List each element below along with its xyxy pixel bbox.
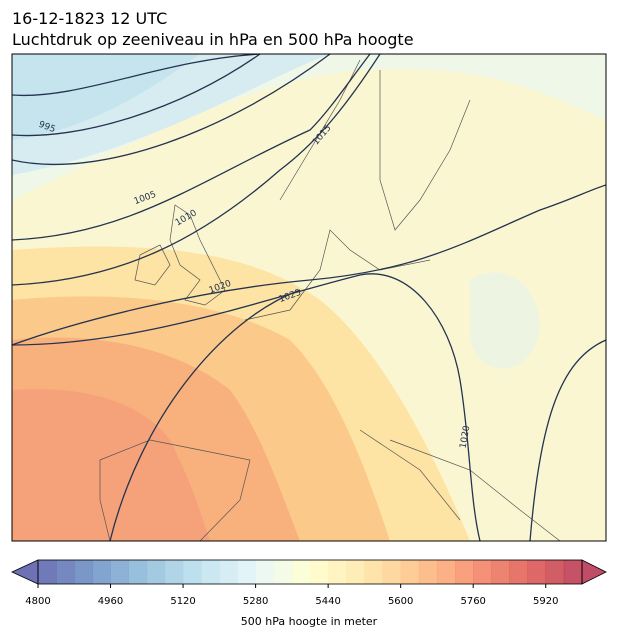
colorbar-band: [219, 560, 238, 584]
coastline: [134, 244, 171, 286]
isobar: [529, 339, 606, 541]
colorbar-band: [56, 560, 75, 584]
coastline: [99, 439, 251, 541]
colorbar-band: [164, 560, 184, 584]
colorbar-band: [183, 560, 202, 584]
colorbar-band: [328, 560, 347, 584]
colorbar-tick-label: 5280: [243, 596, 268, 607]
colorbar-band: [92, 560, 111, 584]
isobar: [12, 54, 261, 137]
height-band: [470, 272, 540, 369]
isobar: [12, 273, 481, 541]
isobar: [12, 54, 381, 286]
colorbar-extend-high: [581, 559, 607, 585]
colorbar-band: [527, 560, 547, 584]
colorbar-band: [382, 560, 401, 584]
isobar: [12, 54, 331, 166]
colorbar-band: [237, 560, 256, 584]
isobar: [109, 289, 301, 541]
colorbar-band: [563, 560, 583, 584]
colorbar-band: [273, 560, 293, 584]
colorbar-band: [291, 560, 311, 584]
colorbar-band: [364, 560, 383, 584]
colorbar-band: [110, 560, 129, 584]
isobar: [12, 54, 371, 241]
map-frame: [11, 53, 607, 542]
title: 16-12-1823 12 UTC: [12, 9, 167, 28]
isobar: [12, 184, 606, 346]
colorbar-band: [473, 560, 492, 584]
colorbar-band: [255, 560, 275, 584]
colorbar-band: [545, 560, 565, 584]
colorbar-band: [310, 560, 329, 584]
colorbar: 4800 4960 5120 5280 5440 5600 5760 5920: [11, 559, 607, 607]
map: [12, 54, 606, 541]
height-band: [12, 389, 210, 541]
subtitle: Luchtdruk op zeeniveau in hPa en 500 hPa…: [12, 30, 414, 49]
colorbar-tick-label: 5760: [460, 596, 485, 607]
colorbar-tick-label: 5600: [388, 596, 413, 607]
colorbar-band: [146, 560, 166, 584]
contour-label: 1020: [459, 425, 473, 450]
colorbar-frame: [37, 559, 583, 585]
colorbar-tick-label: 5120: [170, 596, 195, 607]
isobar: [12, 54, 261, 97]
colorbar-band: [436, 560, 456, 584]
colorbar-band: [400, 560, 420, 584]
colorbar-band: [418, 560, 438, 584]
colorbar-band: [455, 560, 474, 584]
colorbar-band: [346, 560, 365, 584]
colorbar-tick-label: 4800: [25, 596, 50, 607]
colorbar-band: [128, 560, 148, 584]
colorbar-tick-label: 5440: [315, 596, 340, 607]
colorbar-band: [74, 560, 93, 584]
colorbar-label: 500 hPa hoogte in meter: [241, 615, 378, 628]
colorbar-tick-label: 5920: [533, 596, 558, 607]
height-band: [12, 54, 200, 140]
colorbar-band: [509, 560, 528, 584]
colorbar-band: [38, 560, 57, 584]
colorbar-extend-low: [11, 559, 39, 585]
colorbar-band: [201, 560, 220, 584]
colorbar-band: [491, 560, 510, 584]
colorbar-tick-label: 4960: [98, 596, 123, 607]
